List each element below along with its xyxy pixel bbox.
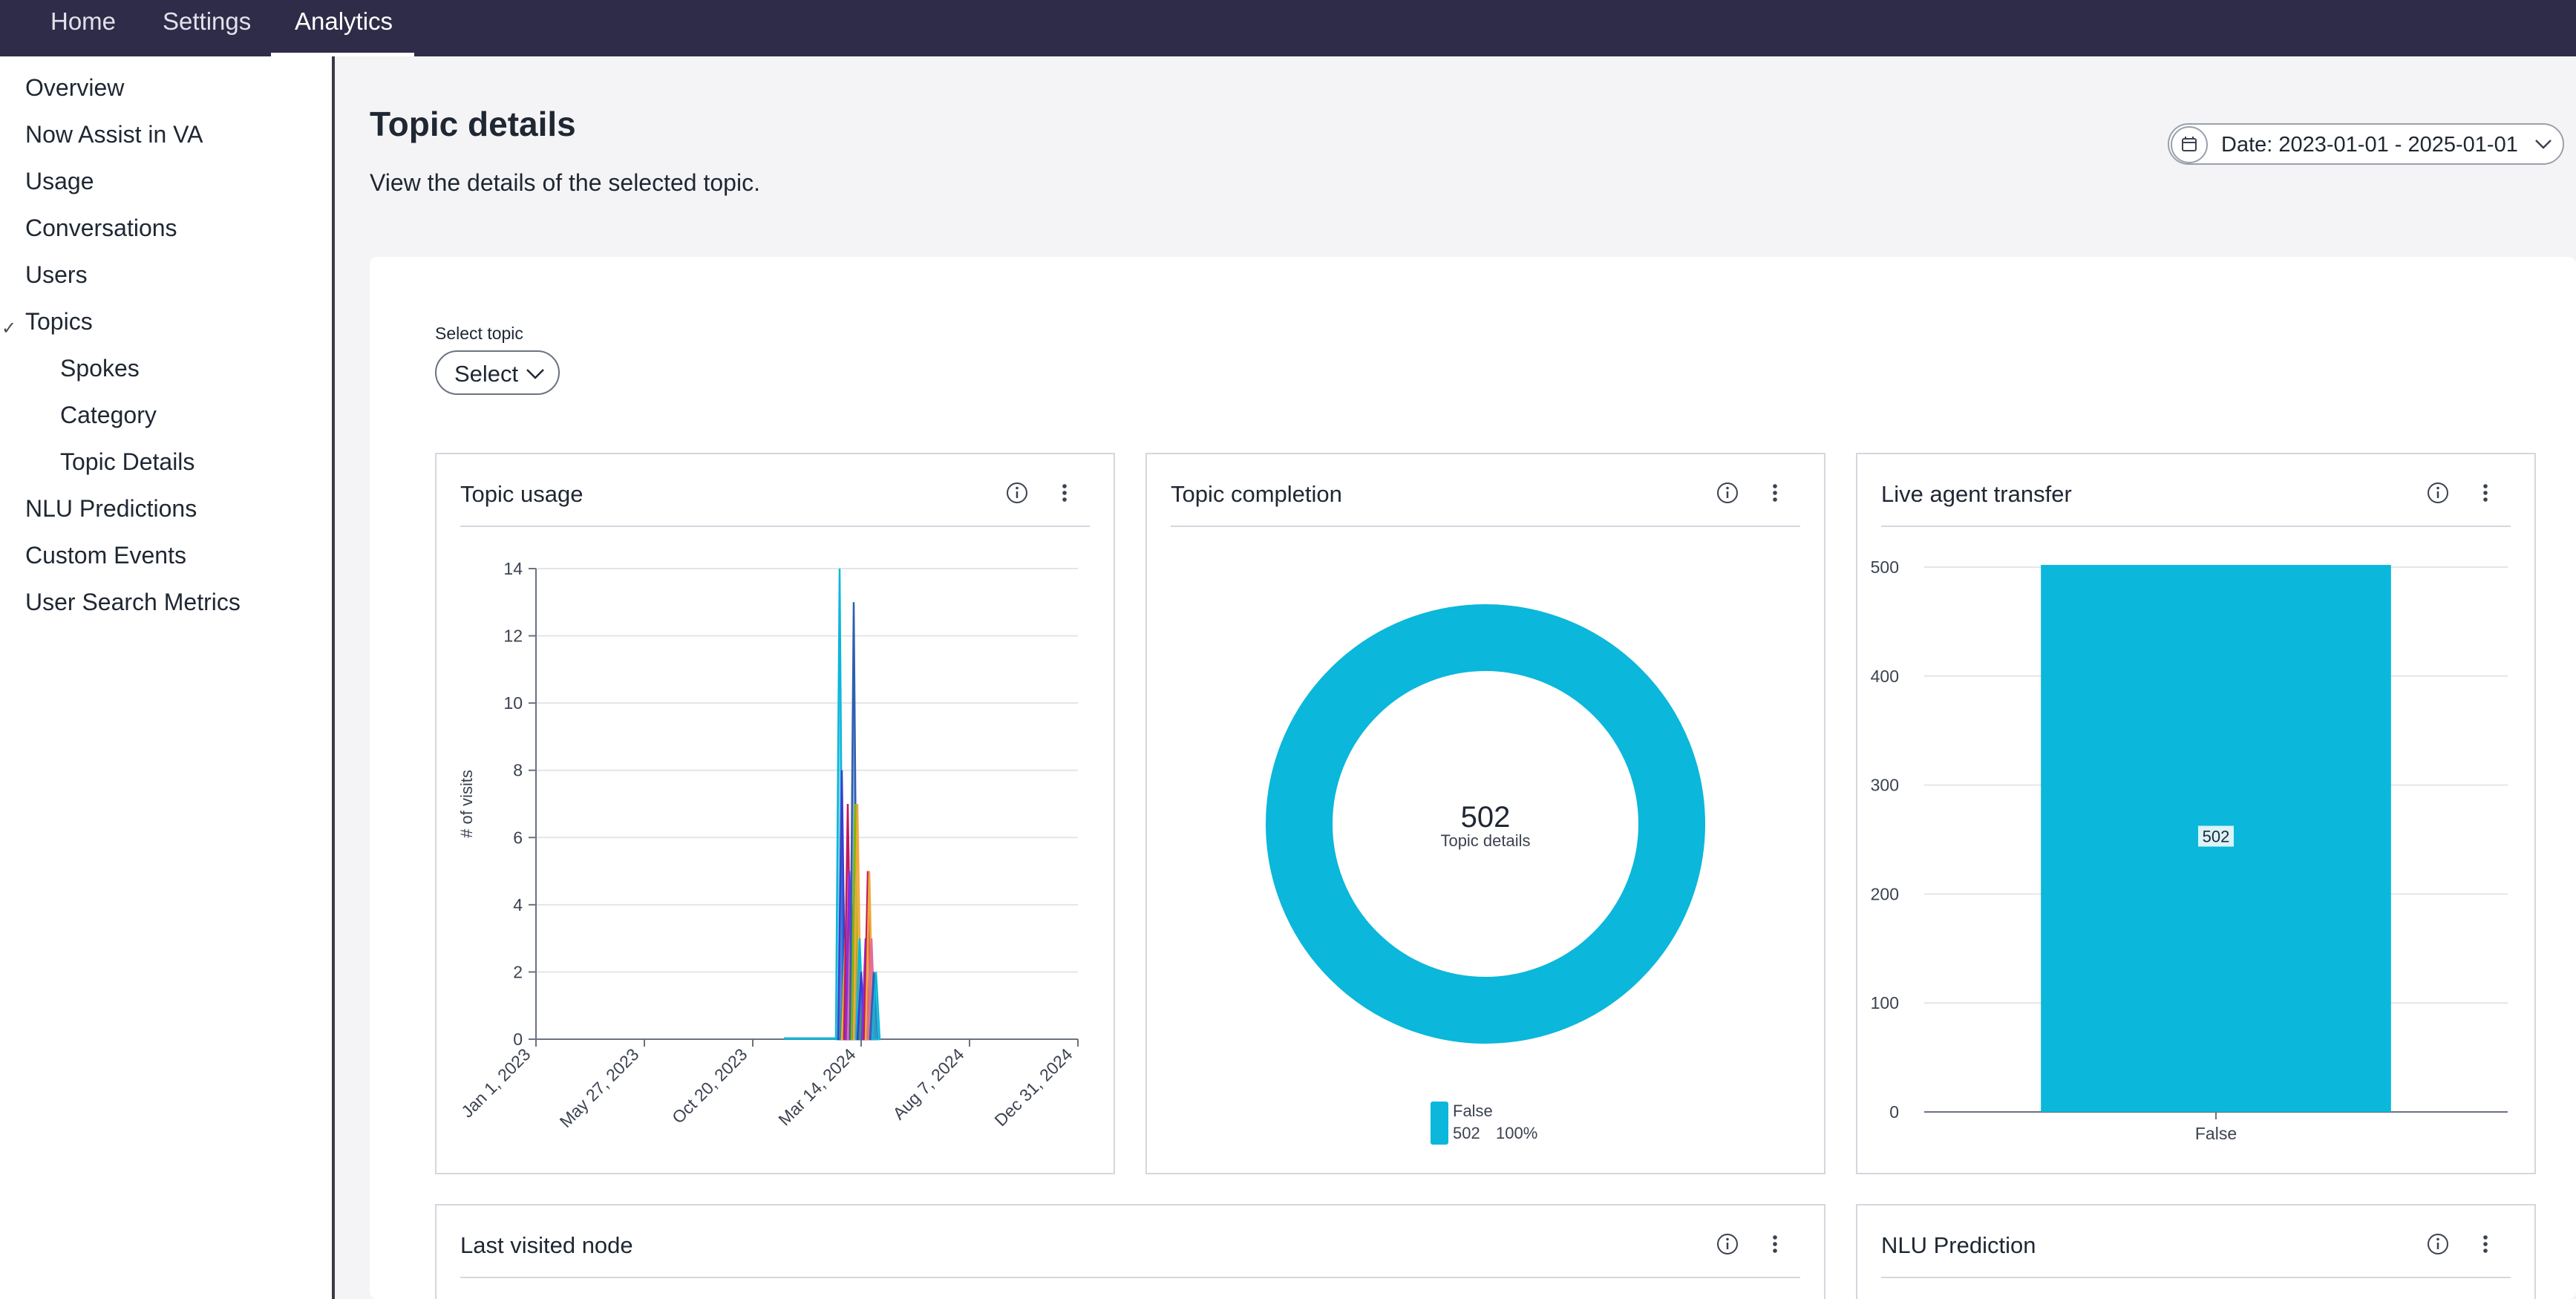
panel-title: Topic completion (1171, 481, 1342, 507)
top-nav: Home Settings Analytics (0, 0, 2576, 56)
panel-divider (1881, 526, 2511, 527)
more-options-icon[interactable] (2474, 481, 2497, 505)
panel-title: NLU Prediction (1881, 1232, 2036, 1258)
last-visited-node-panel: Last visited node (435, 1204, 1825, 1299)
panel-divider (1881, 1277, 2511, 1278)
sidebar-item-now-assist[interactable]: Now Assist in VA (25, 121, 203, 148)
y-tick-label: 300 (1871, 776, 1899, 795)
y-tick-label: 400 (1871, 667, 1899, 686)
x-tick-label: Oct 20, 2023 (668, 1044, 751, 1128)
sidebar-item-spokes[interactable]: Spokes (60, 355, 140, 382)
calendar-icon (2171, 126, 2208, 163)
y-axis-label: # of visits (457, 770, 476, 838)
sidebar-item-custom-events[interactable]: Custom Events (25, 542, 186, 569)
sidebar-item-category[interactable]: Category (60, 402, 157, 428)
topic-select-value: Select (454, 361, 519, 387)
legend-percent: 100% (1496, 1124, 1537, 1142)
sidebar (0, 56, 335, 1299)
series-spike (871, 972, 881, 1041)
x-tick-label: Jan 1, 2023 (457, 1044, 534, 1121)
panel-divider (460, 1277, 1800, 1278)
more-options-icon[interactable] (1053, 481, 1076, 505)
legend-label: False (1453, 1102, 1493, 1120)
sidebar-item-topics[interactable]: Topics (25, 308, 93, 335)
panel-title: Last visited node (460, 1232, 633, 1258)
info-icon[interactable] (1005, 481, 1029, 505)
panel-divider (1171, 526, 1800, 527)
info-icon[interactable] (1716, 1232, 1739, 1256)
chevron-down-icon (524, 362, 546, 388)
sidebar-item-users[interactable]: Users (25, 261, 88, 288)
topic-usage-panel: Topic usage (435, 453, 1115, 1174)
x-tick-label: False (2195, 1124, 2237, 1143)
more-options-icon[interactable] (2474, 1232, 2497, 1256)
panel-title: Topic usage (460, 481, 583, 507)
info-icon[interactable] (2426, 481, 2450, 505)
data-label: 502 (2203, 828, 2230, 846)
data-label-bg (2198, 825, 2234, 847)
donut-center-label: Topic details (1440, 831, 1530, 850)
live-agent-transfer-chart: 0 100 200 300 400 500 502 False (1871, 557, 2508, 1143)
sidebar-item-topic-details[interactable]: Topic Details (60, 448, 195, 475)
tab-settings[interactable]: Settings (163, 7, 252, 35)
y-tick-label: 4 (513, 895, 523, 914)
x-tick-label: Dec 31, 2024 (990, 1044, 1076, 1130)
y-tick-label: 200 (1871, 884, 1899, 903)
panel-title: Live agent transfer (1881, 481, 2072, 507)
page-title: Topic details (370, 105, 576, 143)
y-tick-label: 10 (503, 693, 523, 713)
x-tick-label: Aug 7, 2024 (889, 1044, 967, 1123)
sidebar-item-conversations[interactable]: Conversations (25, 215, 177, 241)
y-tick-label: 0 (1889, 1102, 1899, 1122)
panel-divider (460, 526, 1090, 527)
chevron-down-icon (2533, 134, 2554, 158)
more-options-icon[interactable] (1763, 481, 1787, 505)
y-tick-label: 8 (513, 761, 523, 780)
sidebar-item-overview[interactable]: Overview (25, 74, 125, 101)
date-filter-button[interactable]: Date: 2023-01-01 - 2025-01-01 (2168, 123, 2564, 165)
nlu-prediction-panel: NLU Prediction (1856, 1204, 2536, 1299)
y-tick-label: 14 (503, 559, 523, 578)
tab-home[interactable]: Home (50, 7, 117, 35)
legend-value: 502 (1453, 1124, 1480, 1142)
more-options-icon[interactable] (1763, 1232, 1787, 1256)
date-filter-label: Date: 2023-01-01 - 2025-01-01 (2221, 133, 2518, 157)
x-tick-label: May 27, 2023 (556, 1044, 643, 1131)
topic-select-dropdown[interactable]: Select (435, 350, 560, 395)
select-topic-label: Select topic (435, 324, 523, 343)
tab-analytics[interactable]: Analytics (271, 0, 414, 56)
page-subtitle: View the details of the selected topic. (370, 169, 760, 196)
sidebar-item-usage[interactable]: Usage (25, 168, 94, 194)
topic-usage-chart: 0 2 4 6 8 10 12 14 Jan 1, 2023 May 27, 2023 Oct 20… (457, 559, 1079, 1131)
topic-completion-panel: Topic completion (1145, 453, 1825, 1174)
info-icon[interactable] (1716, 481, 1739, 505)
y-tick-label: 2 (513, 962, 523, 981)
sidebar-item-user-search-metrics[interactable]: User Search Metrics (25, 589, 241, 615)
y-tick-label: 6 (513, 828, 523, 847)
donut-slice (1266, 604, 1705, 1044)
legend-swatch (1431, 1102, 1448, 1145)
y-tick-label: 0 (513, 1030, 523, 1049)
x-tick-label: Mar 14, 2024 (774, 1044, 859, 1129)
info-icon[interactable] (2426, 1232, 2450, 1256)
donut-center-value: 502 (1461, 801, 1511, 834)
y-tick-label: 100 (1871, 993, 1899, 1012)
y-tick-label: 12 (503, 626, 523, 646)
expanded-check-icon: ✓ (1, 318, 17, 338)
sidebar-item-nlu-predictions[interactable]: NLU Predictions (25, 495, 197, 522)
y-tick-label: 500 (1871, 557, 1899, 577)
